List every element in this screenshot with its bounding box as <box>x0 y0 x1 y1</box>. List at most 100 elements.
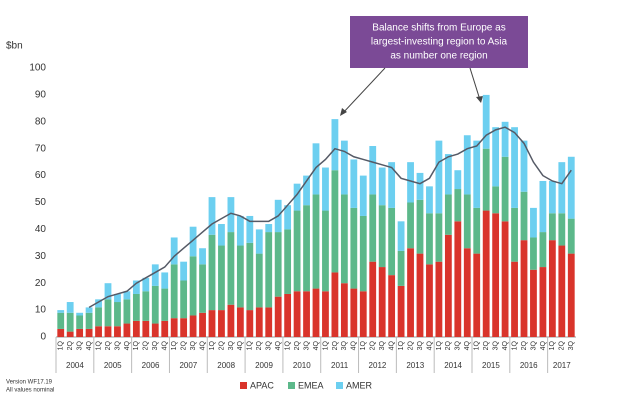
bar-segment <box>293 210 301 292</box>
bar-segment <box>208 310 216 337</box>
bar-segment <box>227 197 235 233</box>
bar-segment <box>66 331 74 337</box>
bar-segment <box>444 154 452 195</box>
bar-segment <box>369 194 377 262</box>
x-tick-label: 1Q <box>549 340 556 350</box>
bar-segment <box>189 315 197 337</box>
bar-segment <box>161 320 169 337</box>
x-tick-label: 3Q <box>568 340 575 350</box>
x-tick-label: 2Q <box>445 340 452 350</box>
bar-segment <box>180 318 188 337</box>
bar-segment <box>567 218 575 254</box>
y-tick-label: 100 <box>29 63 46 74</box>
bar-segment <box>482 210 490 337</box>
y-axis-label: $bn <box>6 41 23 52</box>
year-label: 2013 <box>406 361 424 370</box>
bar-segment <box>236 245 244 308</box>
bar-segment <box>340 140 348 195</box>
bar-segment <box>114 326 121 337</box>
bar-segment <box>312 143 320 195</box>
x-tick-label: 4Q <box>426 340 433 350</box>
bar-segment <box>284 229 292 294</box>
bar-segment <box>463 194 471 249</box>
x-tick-label: 2Q <box>143 340 150 350</box>
bar-segment <box>104 283 112 300</box>
bar-segment <box>444 234 452 337</box>
annotation-text: largest-investing region to Asia <box>371 37 508 48</box>
x-tick-label: 4Q <box>162 340 169 350</box>
note: Version WF17.19 <box>6 380 53 386</box>
x-tick-label: 2Q <box>67 340 74 350</box>
bar-segment <box>369 261 377 337</box>
bar-segment <box>558 245 566 337</box>
bar-segment <box>218 224 225 246</box>
bar-segment <box>76 328 84 337</box>
x-tick-label: 4Q <box>540 340 547 350</box>
bar-segment <box>548 180 556 214</box>
bar-segment <box>265 307 273 337</box>
bar-segment <box>180 261 188 281</box>
y-tick-label: 30 <box>35 251 47 262</box>
bar-segment <box>501 156 509 222</box>
x-tick-label: 1Q <box>58 340 65 350</box>
bar-segment <box>511 127 518 208</box>
y-tick-label: 20 <box>35 278 47 289</box>
bar-segment <box>378 167 386 206</box>
bar-segment <box>454 170 462 190</box>
x-tick-label: 3Q <box>492 340 499 350</box>
bar-segment <box>397 250 405 286</box>
year-label: 2017 <box>553 361 571 370</box>
bar-segment <box>426 213 433 265</box>
bar-segment <box>170 318 178 337</box>
bar-segment <box>142 277 150 292</box>
bar-segment <box>284 205 292 230</box>
x-tick-label: 1Q <box>436 340 443 350</box>
bar-segment <box>558 162 566 214</box>
bar-segment <box>170 264 178 319</box>
annotation-text: Balance shifts from Europe as <box>372 23 505 34</box>
bar-segment <box>397 285 405 337</box>
x-tick-label: 1Q <box>322 340 329 350</box>
year-label: 2015 <box>482 361 500 370</box>
bar-segment <box>104 326 112 337</box>
year-label: 2006 <box>142 361 160 370</box>
x-tick-label: 4Q <box>351 340 358 350</box>
bar-segment <box>350 159 358 208</box>
bar-segment <box>520 240 528 337</box>
bar-segment <box>492 213 500 337</box>
bar-segment <box>303 291 310 337</box>
bar-segment <box>463 248 471 337</box>
legend-swatch <box>336 382 343 389</box>
bar-segment <box>359 215 367 292</box>
bar-segment <box>142 291 150 321</box>
bar-segment <box>454 221 462 337</box>
y-tick-label: 0 <box>40 332 46 343</box>
bar-segment <box>208 234 216 311</box>
bar-segment <box>416 253 424 337</box>
bar-segment <box>492 186 500 214</box>
annotation-arrow <box>341 67 386 115</box>
bar-segment <box>208 197 216 235</box>
annotation-arrowhead <box>340 108 347 116</box>
bar-segment <box>170 237 178 265</box>
bar-segment <box>189 256 197 316</box>
bar-segment <box>265 232 273 308</box>
bar-segment <box>548 213 556 241</box>
bar-segment <box>284 293 292 337</box>
bar-segment <box>331 170 339 273</box>
bar-segment <box>492 127 500 187</box>
bar-segment <box>350 288 358 337</box>
bar-segment <box>397 221 405 251</box>
bar-segment <box>85 328 93 337</box>
bar-segment <box>407 248 414 337</box>
bar-segment <box>293 183 301 211</box>
x-tick-label: 3Q <box>417 340 424 350</box>
x-tick-label: 3Q <box>114 340 121 350</box>
year-label: 2012 <box>369 361 387 370</box>
bar-segment <box>511 207 518 262</box>
bar-segment <box>501 121 509 157</box>
legend-swatch <box>240 382 247 389</box>
bar-segment <box>322 291 329 337</box>
bar-segment <box>359 291 367 337</box>
bar-segment <box>482 148 490 211</box>
